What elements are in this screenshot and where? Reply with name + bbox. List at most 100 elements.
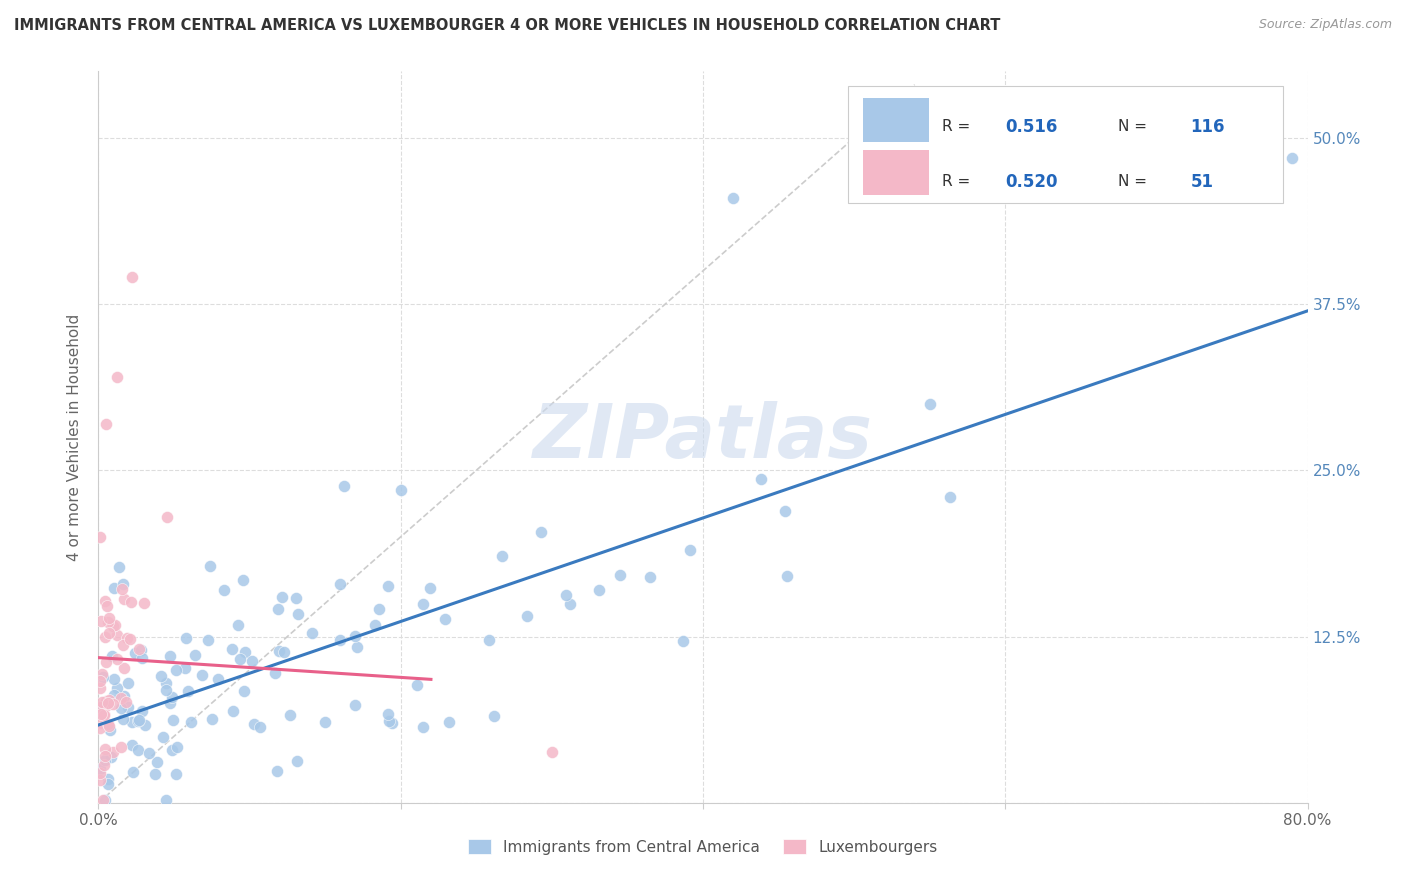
Text: 116: 116 [1191, 118, 1225, 136]
Point [588, 583, 610, 598]
Point [121, 714, 143, 729]
Point [143, 767, 166, 781]
Point [207, 672, 229, 686]
Point [89, 762, 111, 776]
Point [439, 715, 461, 730]
Point [146, 755, 169, 769]
Point [177, 683, 200, 698]
Point [278, 707, 301, 722]
Point [530, 525, 553, 540]
Point [90, 716, 112, 731]
Y-axis label: 4 or more Vehicles in Household: 4 or more Vehicles in Household [67, 313, 83, 561]
Point [301, 626, 323, 640]
Point [131, 650, 153, 665]
Point [110, 690, 132, 705]
Point [111, 577, 134, 591]
Point [516, 609, 538, 624]
Point [271, 591, 294, 605]
Point [198, 559, 221, 574]
Point [233, 645, 256, 659]
Point [555, 588, 578, 602]
Point [129, 643, 152, 657]
Point [285, 754, 308, 768]
Point [229, 652, 252, 666]
Point [638, 570, 661, 584]
Point [184, 648, 207, 662]
Point [328, 577, 350, 591]
Point [94, 742, 117, 756]
Point [101, 619, 124, 633]
Point [368, 602, 391, 616]
Point [117, 699, 139, 714]
Point [98, 625, 121, 640]
Text: R =: R = [942, 175, 976, 189]
Legend: Immigrants from Central America, Luxembourgers: Immigrants from Central America, Luxembo… [463, 833, 943, 861]
Point [89, 530, 111, 544]
Point [100, 749, 122, 764]
Point [240, 654, 263, 668]
Text: Source: ZipAtlas.com: Source: ZipAtlas.com [1258, 18, 1392, 31]
Text: R =: R = [942, 120, 976, 135]
Point [672, 633, 695, 648]
Point [267, 602, 290, 616]
Point [122, 765, 145, 780]
Point [333, 478, 356, 492]
Point [103, 581, 125, 595]
Point [107, 559, 129, 574]
Point [105, 370, 128, 384]
Point [263, 665, 285, 680]
Point [105, 628, 128, 642]
Point [232, 684, 254, 698]
FancyBboxPatch shape [848, 86, 1284, 203]
Point [121, 270, 143, 285]
Point [93, 793, 115, 807]
Point [329, 633, 352, 648]
Point [91, 700, 114, 714]
Point [93, 707, 115, 722]
Point [132, 596, 155, 610]
Point [89, 773, 111, 788]
Point [679, 543, 702, 558]
Point [482, 708, 505, 723]
Point [89, 681, 111, 695]
Point [103, 688, 125, 702]
Point [159, 649, 181, 664]
Point [127, 743, 149, 757]
Point [419, 581, 441, 595]
Point [115, 631, 138, 645]
Point [314, 714, 336, 729]
Point [918, 397, 941, 411]
Point [232, 574, 254, 588]
Point [110, 740, 132, 755]
Point [103, 618, 125, 632]
Point [197, 633, 219, 648]
Text: 51: 51 [1191, 173, 1213, 191]
Point [112, 713, 135, 727]
Point [93, 707, 115, 722]
Point [90, 695, 112, 709]
Point [287, 607, 309, 621]
Point [378, 714, 401, 728]
Point [773, 504, 796, 518]
Point [94, 630, 117, 644]
Point [377, 706, 399, 721]
Point [174, 631, 197, 645]
Point [96, 777, 118, 791]
Point [723, 191, 745, 205]
Text: N =: N = [1118, 120, 1152, 135]
Point [105, 652, 128, 666]
Point [412, 720, 434, 734]
Point [94, 793, 117, 807]
Point [412, 597, 434, 611]
Point [115, 695, 138, 709]
Point [155, 683, 177, 698]
Point [90, 615, 112, 629]
Point [89, 721, 111, 735]
Point [478, 633, 501, 648]
Point [389, 483, 412, 497]
Point [381, 715, 404, 730]
Point [267, 644, 290, 658]
Point [221, 642, 243, 657]
Point [112, 638, 135, 652]
Point [344, 629, 367, 643]
